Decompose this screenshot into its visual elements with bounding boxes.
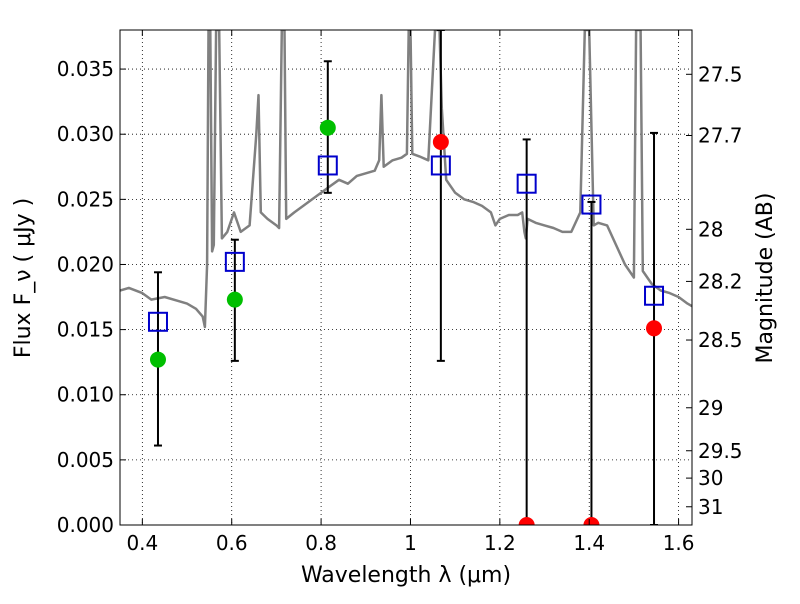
observed-flux-point [432, 134, 449, 151]
right-y-tick-label: 30 [698, 466, 723, 490]
observed-flux-point [226, 291, 243, 308]
spectrum-line [120, 30, 692, 329]
model-flux-square [516, 173, 537, 194]
plot-frame [119, 29, 693, 526]
right-y-axis-label: Magnitude (AB) [753, 193, 778, 364]
model-flux-square [644, 285, 665, 306]
observed-flux-point [646, 320, 663, 337]
axis-ticks: 0.4 0.6 0.8 1 1.2 1.4 1.6 0.000 0.005 0.010 0.015 0… [57, 30, 743, 555]
right-y-tick-label: 29.5 [698, 439, 743, 463]
y-tick-label: 0.005 [57, 448, 114, 472]
y-tick-label: 0.015 [57, 318, 114, 342]
y-tick-label: 0.035 [57, 57, 114, 81]
right-y-tick-label: 27.7 [698, 124, 743, 148]
model-flux-square [224, 251, 245, 272]
x-tick-label: 1.4 [573, 531, 605, 555]
right-y-tick-label: 28 [698, 217, 723, 241]
right-y-tick-label: 28.5 [698, 328, 743, 352]
observed-flux-point [149, 351, 166, 368]
x-tick-label: 1 [404, 531, 417, 555]
observed-flux-point [518, 517, 535, 525]
x-tick-label: 0.6 [216, 531, 248, 555]
right-y-tick-label: 29 [698, 396, 723, 420]
y-tick-label: 0.020 [57, 252, 114, 276]
y-tick-label: 0.025 [57, 187, 114, 211]
y-tick-label: 0.010 [57, 383, 114, 407]
y-axis-label: Flux F_ν ( μJy ) [11, 198, 36, 358]
model-flux-square [430, 155, 451, 176]
x-axis-label: Wavelength λ (μm) [301, 563, 511, 588]
x-tick-label: 0.8 [305, 531, 337, 555]
observed-flux-point [583, 517, 600, 525]
model-flux-square [147, 311, 168, 332]
right-y-tick-label: 28.2 [698, 269, 743, 293]
y-tick-label: 0.030 [57, 122, 114, 146]
x-tick-label: 1.6 [663, 531, 695, 555]
plot-area [120, 30, 692, 525]
x-tick-label: 1.2 [484, 531, 516, 555]
model-flux-square [317, 155, 338, 176]
model-flux-square [581, 194, 602, 215]
right-y-tick-label: 27.5 [698, 62, 743, 86]
y-tick-label: 0.000 [57, 513, 114, 537]
observed-flux-point [319, 119, 336, 136]
x-tick-label: 0.4 [126, 531, 158, 555]
right-y-tick-label: 31 [698, 495, 723, 519]
